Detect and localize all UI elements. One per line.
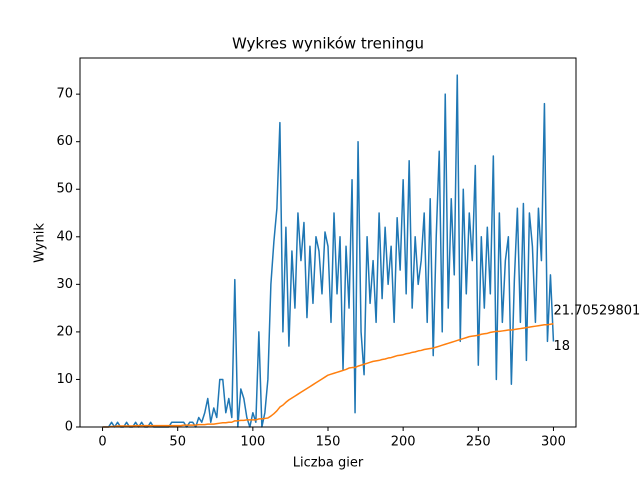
y-tick-label: 30 [56, 277, 73, 292]
x-tick-label: 300 [541, 435, 566, 450]
y-tick-label: 50 [56, 182, 73, 197]
x-tick-label: 250 [466, 435, 491, 450]
y-tick-label: 40 [56, 229, 73, 244]
annotation: 21.70529801 [553, 303, 640, 318]
x-tick-label: 0 [98, 435, 106, 450]
annotation: 18 [553, 339, 570, 354]
y-axis-label: Wynik [33, 223, 48, 263]
x-tick-label: 100 [240, 435, 265, 450]
x-tick-label: 150 [316, 435, 341, 450]
x-axis-label: Liczba gier [293, 456, 364, 471]
plot-frame [79, 57, 577, 428]
y-tick-label: 60 [56, 134, 73, 149]
data-line [102, 323, 554, 428]
y-tick-label: 10 [56, 372, 73, 387]
y-tick-label: 70 [56, 87, 73, 102]
data-line [102, 74, 555, 428]
y-tick-label: 0 [65, 420, 73, 435]
y-tick-label: 20 [56, 324, 73, 339]
x-tick-label: 50 [169, 435, 186, 450]
chart-title: Wykres wyników treningu [232, 35, 424, 53]
x-tick-label: 200 [391, 435, 416, 450]
